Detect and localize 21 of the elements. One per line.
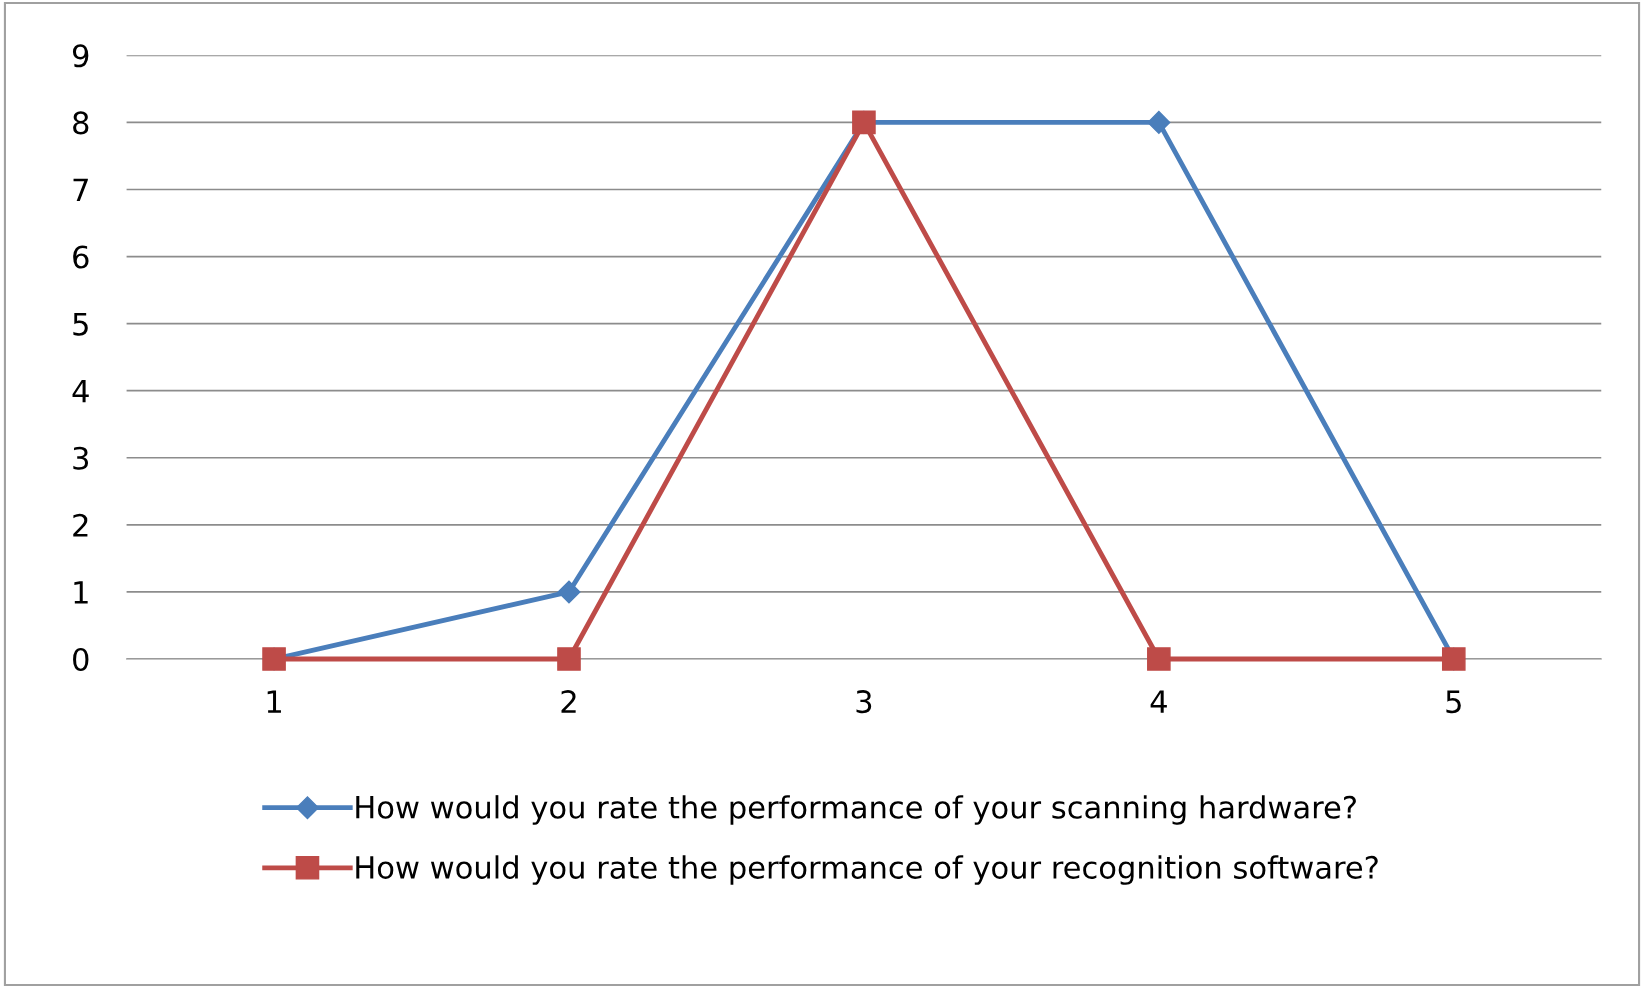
point [557,580,581,604]
y-tick-label: 5 [73,312,88,336]
legend-label: How would you rate the performance of your recognition software? [356,855,1378,885]
y-tick-label: 4 [72,380,89,403]
y-tick-label: 8 [73,111,89,135]
x-tick-label: 1 [267,690,281,713]
y-tick-label: 7 [73,178,88,202]
y-tick-label: 6 [73,245,89,269]
x-tick-label: 3 [856,690,872,714]
y-tick-label: 0 [73,647,89,672]
x-tick-label: 2 [561,690,576,713]
point [557,647,581,671]
y-tick-label: 1 [74,581,88,604]
x-tick-label: 5 [1446,690,1461,714]
y-tick-label: 9 [72,44,89,68]
x-tick-label: 4 [1150,690,1167,713]
y-tick-label: 2 [73,513,88,537]
point [1147,647,1171,671]
y-tick-label: 3 [73,446,89,470]
point [1147,110,1171,134]
legend-label: How would you rate the performance of your scanning hardware? [356,795,1356,825]
